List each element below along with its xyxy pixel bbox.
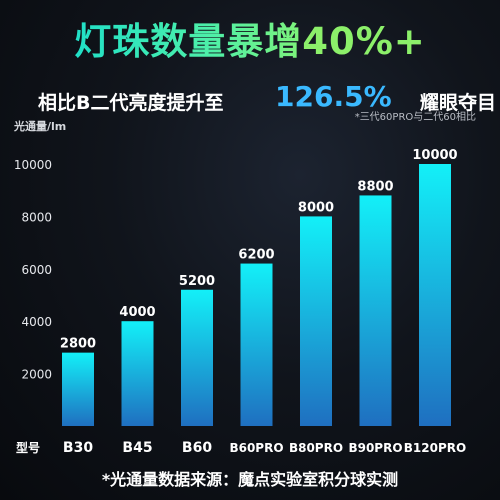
data-label: 4000: [119, 305, 155, 320]
bar-b60pro: [240, 263, 273, 426]
y-tick-label: 2000: [21, 368, 52, 382]
y-axis-label: 光通量/lm: [14, 120, 67, 133]
comparison-note: *三代60PRO与二代60相比: [354, 112, 476, 123]
subline-lead: 相比B二代亮度提升至: [38, 92, 224, 114]
x-axis-label: 型号: [16, 440, 40, 455]
subline-value: 126.5%: [275, 80, 392, 113]
bar-b120pro: [419, 164, 451, 426]
x-tick-label: B90PRO: [348, 441, 402, 455]
x-tick-label: B80PRO: [289, 441, 343, 455]
bar-b45: [121, 321, 154, 426]
bar-b30: [62, 352, 94, 426]
headline-accent: 40%+: [302, 20, 426, 63]
bar-b60: [181, 289, 213, 426]
data-label: 10000: [412, 148, 457, 163]
x-tick-label: B60PRO: [229, 441, 283, 455]
y-tick-label: 6000: [21, 263, 52, 277]
headline: 灯珠数量暴增40%+: [0, 20, 500, 64]
subline-tail: 耀眼夺目: [420, 92, 497, 114]
y-tick-label: 4000: [21, 315, 52, 329]
data-label: 2800: [60, 337, 96, 352]
data-label: 6200: [238, 248, 274, 263]
x-tick-label: B120PRO: [404, 441, 466, 455]
y-tick-label: 8000: [21, 210, 52, 224]
x-tick-label: B30: [63, 440, 93, 456]
data-label: 5200: [179, 274, 215, 289]
data-source-note: *光通量数据来源：魔点实验室积分球实测: [101, 470, 399, 489]
y-tick-label: 10000: [14, 158, 52, 172]
bar-b90pro: [359, 195, 392, 426]
x-tick-label: B45: [122, 440, 152, 456]
x-tick-label: B60: [182, 440, 212, 456]
data-label: 8800: [357, 179, 393, 194]
bar-b80pro: [300, 216, 332, 426]
headline-main: 灯珠数量暴增: [74, 20, 303, 63]
data-label: 8000: [298, 200, 334, 215]
